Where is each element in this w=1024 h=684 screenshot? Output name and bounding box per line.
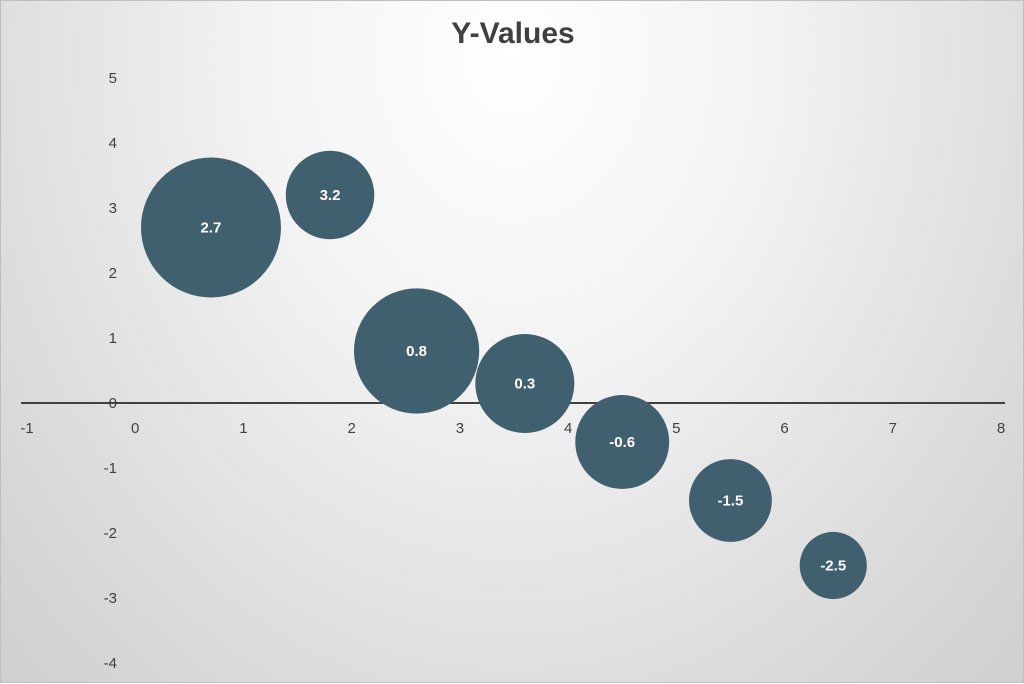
- y-tick-label: -2: [104, 525, 117, 542]
- bubble: [353, 288, 480, 414]
- bubble: [285, 150, 375, 240]
- bubble: [475, 334, 575, 433]
- x-tick-label: 6: [780, 420, 788, 437]
- x-tick-label: 4: [564, 420, 572, 437]
- y-tick-label: -4: [104, 655, 117, 672]
- x-tick-label: 5: [672, 420, 680, 437]
- bubble-data-label: 0.3: [514, 376, 535, 393]
- bubble: [689, 459, 772, 542]
- x-tick-label: 0: [131, 420, 139, 437]
- y-tick-label: -3: [104, 590, 117, 607]
- bubble-data-label: 3.2: [320, 187, 341, 204]
- bubble-data-label: -1.5: [718, 493, 744, 510]
- x-tick-label: 2: [347, 420, 355, 437]
- x-tick-label: 8: [997, 420, 1005, 437]
- x-tick-label: 3: [456, 420, 464, 437]
- x-tick-label: -1: [20, 420, 33, 437]
- y-tick-label: 2: [109, 265, 117, 282]
- bubble: [799, 531, 867, 600]
- y-tick-label: -1: [104, 460, 117, 477]
- x-tick-label: 1: [239, 420, 247, 437]
- bubble-data-label: -2.5: [820, 558, 846, 575]
- y-tick-label: 3: [109, 200, 117, 217]
- bubble-data-label: 0.8: [406, 343, 427, 360]
- bubble: [140, 157, 281, 298]
- y-tick-label: 4: [109, 135, 117, 152]
- x-tick-label: 7: [889, 420, 897, 437]
- chart-title: Y-Values: [451, 17, 575, 50]
- y-tick-label: 0: [109, 395, 117, 412]
- bubble: [575, 395, 670, 489]
- bubble-data-label: 2.7: [201, 220, 222, 237]
- y-tick-label: 1: [109, 330, 117, 347]
- y-tick-label: 5: [109, 70, 117, 87]
- bubble-data-label: -0.6: [609, 434, 635, 451]
